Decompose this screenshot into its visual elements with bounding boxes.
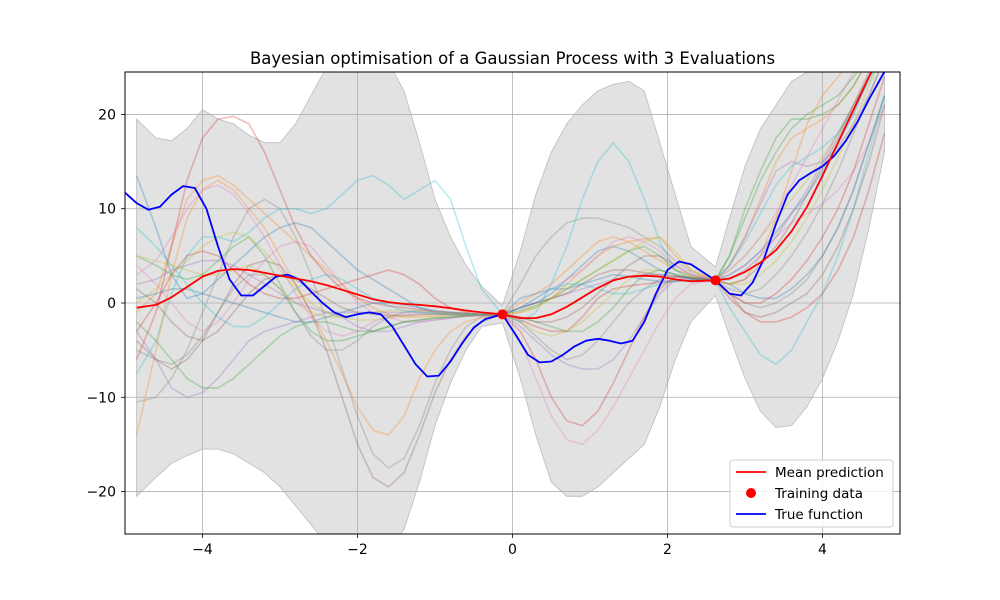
- training-data-point: [710, 275, 721, 286]
- chart-title: Bayesian optimisation of a Gaussian Proc…: [250, 49, 775, 68]
- posterior-sample-line: [136, 72, 876, 321]
- posterior-sample-line: [135, 95, 886, 375]
- x-axis-ticks: −4 −2 0 2 4: [192, 534, 827, 558]
- mean-prediction-line: [136, 72, 873, 319]
- y-tick-label: −20: [86, 485, 116, 501]
- training-data-point: [497, 309, 508, 320]
- y-tick-label: 0: [107, 296, 116, 312]
- legend: Mean prediction Training data True funct…: [729, 459, 894, 528]
- legend-label-true: True function: [774, 507, 863, 523]
- y-tick-label: 10: [98, 202, 116, 218]
- x-tick-label: 0: [508, 542, 517, 558]
- posterior-sample-line: [136, 72, 859, 389]
- legend-label-training: Training data: [774, 486, 863, 502]
- x-tick-label: 2: [663, 542, 672, 558]
- x-tick-label: −4: [192, 542, 213, 558]
- posterior-sample-line: [136, 72, 855, 337]
- posterior-sample-line: [136, 72, 880, 366]
- posterior-sample-line: [136, 72, 872, 323]
- posterior-sample-line: [136, 95, 886, 469]
- posterior-sample-line: [135, 76, 886, 427]
- posterior-sample-line: [136, 72, 873, 370]
- posterior-sample-line: [135, 72, 880, 399]
- y-tick-label: 20: [98, 107, 116, 123]
- posterior-sample-line: [135, 95, 886, 317]
- true-function-line: [125, 72, 886, 378]
- y-axis-ticks: −20 −10 0 10 20: [86, 107, 125, 501]
- posterior-sample-line: [135, 72, 843, 436]
- training-data-points: [497, 275, 721, 320]
- plot-area: [125, 72, 900, 534]
- x-tick-label: 4: [818, 542, 827, 558]
- posterior-sample-line: [136, 72, 863, 318]
- legend-training-swatch: [746, 488, 756, 498]
- legend-label-mean: Mean prediction: [775, 465, 884, 481]
- posterior-sample-line: [136, 72, 875, 328]
- x-tick-label: −2: [347, 542, 368, 558]
- legend-box: [729, 459, 894, 528]
- y-tick-label: −10: [86, 390, 116, 406]
- posterior-sample-line: [135, 115, 886, 360]
- posterior-sample-line: [136, 104, 886, 488]
